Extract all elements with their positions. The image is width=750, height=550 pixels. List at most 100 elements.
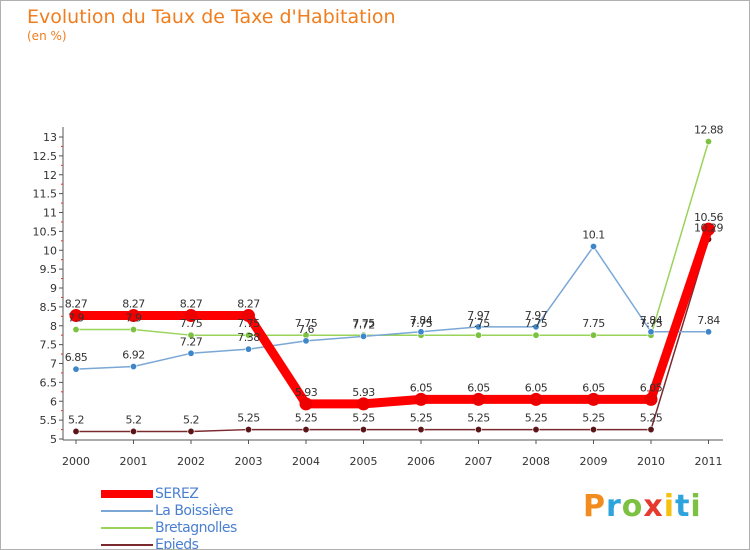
data-label-serez: 6.05 [410, 381, 433, 394]
data-label-bretagnolles: 7.75 [525, 317, 548, 330]
data-label-epieds: 5.2 [68, 413, 84, 426]
legend-swatch-la-boissi-re [101, 510, 153, 512]
data-point-epieds [359, 426, 367, 434]
data-point-epieds [130, 427, 138, 435]
data-point-serez [587, 392, 600, 406]
series-line-la-boissi-re [75, 245, 710, 370]
data-label-serez: 6.05 [640, 381, 663, 394]
data-point-la-boissi-re [589, 242, 597, 250]
data-point-bretagnolles [704, 138, 712, 146]
data-point-bretagnolles [474, 331, 482, 339]
data-label-serez: 6.05 [467, 381, 490, 394]
data-label-bretagnolles: 7.75 [180, 317, 203, 330]
data-label-epieds: 5.25 [410, 412, 433, 425]
y-tick-label: 8.5 [40, 301, 58, 314]
data-label-serez: 8.27 [122, 298, 145, 311]
logo-letter: r [606, 489, 622, 524]
data-label-bretagnolles: 7.75 [467, 317, 490, 330]
data-point-serez [472, 392, 485, 406]
data-point-la-boissi-re [647, 328, 655, 336]
data-point-epieds [474, 426, 482, 434]
data-label-la-boissi-re: 6.92 [122, 349, 145, 362]
data-point-epieds [187, 427, 195, 435]
data-point-la-boissi-re [359, 332, 367, 340]
y-tick-label: 6 [50, 395, 57, 408]
series-line-epieds [75, 238, 710, 433]
x-tick-label: 2009 [580, 455, 608, 468]
data-label-serez: 8.27 [180, 298, 203, 311]
data-label-bretagnolles: 7.9 [68, 312, 84, 325]
y-tick-label: 11.5 [33, 188, 58, 201]
x-tick-label: 2004 [292, 455, 320, 468]
legend-swatch-bretagnolles [101, 527, 153, 529]
x-tick-label: 2000 [62, 455, 90, 468]
data-label-la-boissi-re: 7.84 [410, 314, 433, 327]
data-point-la-boissi-re [417, 328, 425, 336]
y-tick-label: 13 [43, 131, 57, 144]
y-tick-label: 12.5 [33, 150, 58, 163]
data-label-serez: 5.93 [352, 386, 375, 399]
data-label-serez: 8.27 [237, 298, 260, 311]
data-point-bretagnolles [532, 331, 540, 339]
chart-title: Evolution du Taux de Taxe d'Habitation [27, 6, 396, 28]
data-point-serez [299, 397, 313, 411]
series-line-serez [71, 224, 713, 409]
y-tick-label: 11 [43, 207, 57, 220]
data-label-bretagnolles: 7.75 [237, 317, 260, 330]
data-point-bretagnolles [72, 326, 80, 334]
series-line-bretagnolles [75, 140, 710, 336]
data-point-epieds [72, 427, 80, 435]
data-point-la-boissi-re [72, 365, 80, 373]
chart-subtitle: (en %) [27, 29, 67, 43]
y-tick-label: 6.5 [40, 376, 58, 389]
y-tick-label: 12 [43, 169, 57, 182]
data-label-bretagnolles: 7.75 [352, 317, 375, 330]
y-tick-label: 10.5 [33, 225, 58, 238]
data-point-la-boissi-re [245, 345, 253, 353]
y-tick-label: 9 [50, 282, 57, 295]
y-tick-label: 7 [50, 358, 57, 371]
data-point-serez [529, 392, 543, 406]
data-label-serez: 5.93 [295, 386, 318, 399]
data-label-epieds: 5.25 [237, 412, 260, 425]
x-tick-label: 2001 [120, 455, 148, 468]
data-label-la-boissi-re: 7.27 [180, 335, 203, 348]
data-label-bretagnolles: 7.75 [582, 317, 605, 330]
data-point-serez [184, 309, 198, 323]
data-point-serez [127, 309, 140, 323]
legend-label-la-boissi-re: La Boissière [155, 503, 234, 519]
logo-letter: t [675, 489, 691, 524]
data-label-la-boissi-re: 6.85 [65, 351, 88, 364]
data-point-epieds [647, 426, 655, 434]
data-label-bretagnolles: 12.88 [694, 124, 723, 137]
data-label-la-boissi-re: 7.97 [467, 309, 490, 322]
data-label-epieds: 5.2 [183, 413, 199, 426]
data-label-epieds: 5.25 [295, 412, 318, 425]
data-label-la-boissi-re: 7.72 [352, 318, 375, 331]
data-label-epieds: 5.25 [640, 412, 663, 425]
data-label-epieds: 10.29 [694, 221, 723, 234]
data-label-la-boissi-re: 7.84 [697, 314, 720, 327]
data-label-epieds: 5.25 [467, 412, 490, 425]
data-point-epieds [417, 426, 425, 434]
y-tick-label: 5 [50, 433, 57, 446]
x-tick-label: 2008 [522, 455, 550, 468]
data-label-la-boissi-re: 7.84 [640, 314, 663, 327]
legend-label-serez: SEREZ [155, 486, 199, 502]
data-point-la-boissi-re [704, 328, 712, 336]
y-tick-label: 10 [43, 244, 57, 257]
y-tick-label: 7.5 [40, 339, 58, 352]
logo-letter: i [663, 489, 676, 524]
axes: 5 5.5 6 6.5 7 7.5 8 8.5 9 9.5 10 10.5 11 11.5 12 12.5 13… [33, 127, 723, 468]
x-tick-label: 2005 [350, 455, 378, 468]
data-label-serez: 6.05 [582, 381, 605, 394]
y-tick-label: 9.5 [40, 263, 58, 276]
data-point-epieds [245, 426, 253, 434]
y-tick-label: 5.5 [40, 414, 58, 427]
x-tick-label: 2006 [407, 455, 435, 468]
data-point-bretagnolles [589, 331, 597, 339]
data-point-la-boissi-re [474, 323, 482, 331]
data-point-serez [702, 222, 715, 236]
